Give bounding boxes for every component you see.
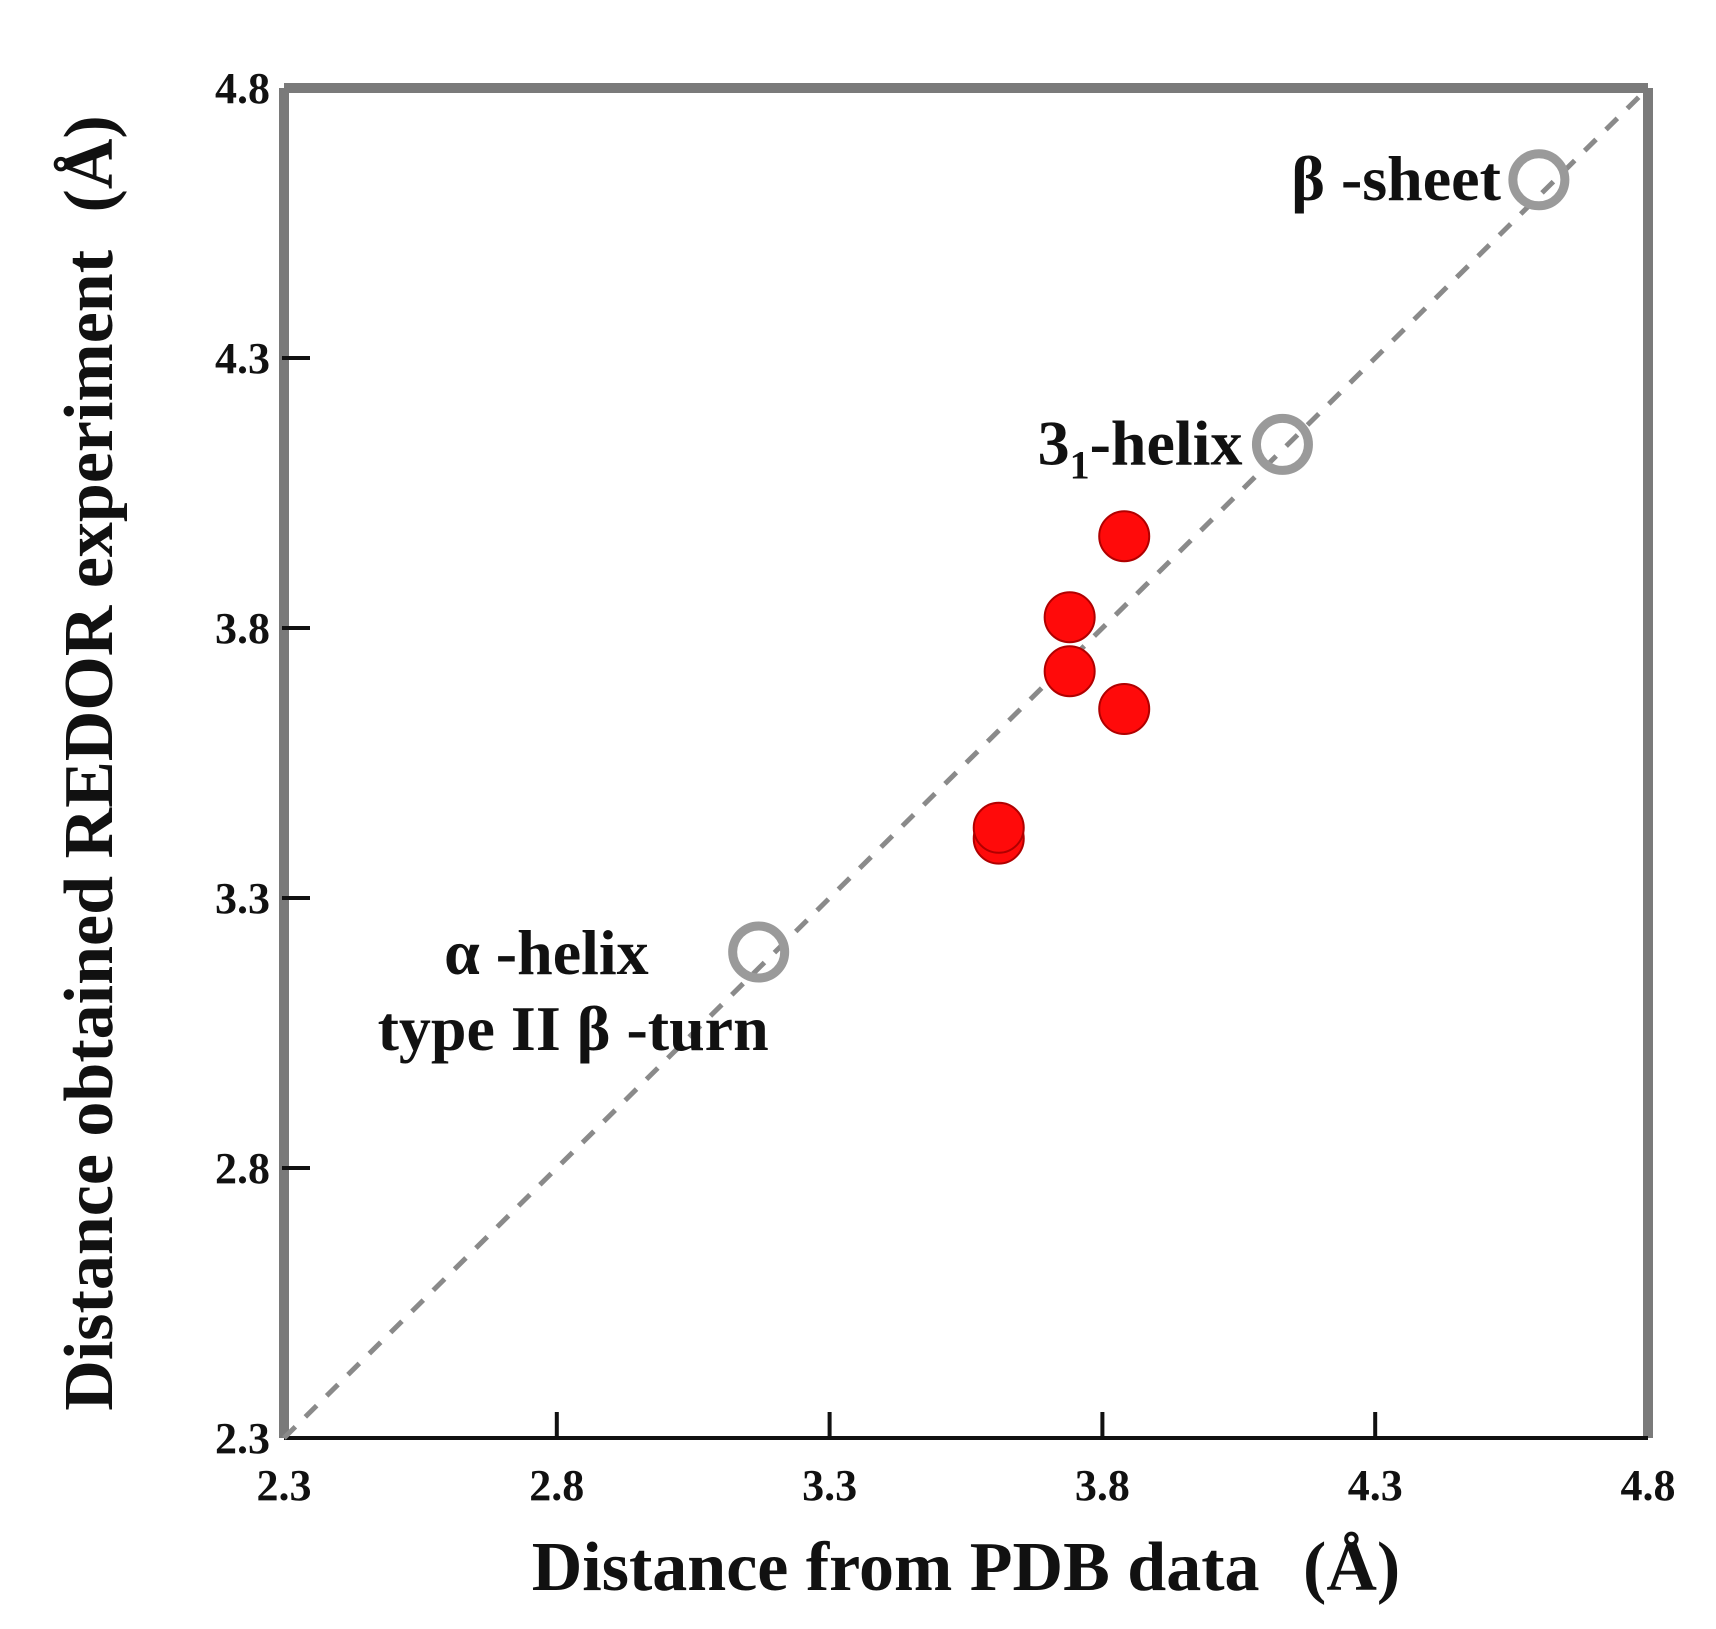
open-point-2 [1508, 149, 1570, 211]
y-tick-label-0: 2.3 [215, 1414, 270, 1463]
x-tick-label-2: 3.3 [802, 1461, 857, 1510]
y-axis-label-text: Distance obtained REDOR experiment [51, 250, 128, 1411]
x-tick-label-0: 2.3 [257, 1461, 312, 1510]
y-tick-label-3: 3.8 [215, 604, 270, 653]
axis-ticks: 2.3 2.8 3.3 3.8 4.3 4.8 2.3 2.8 3.3 3.8 4.3 4.8 [215, 64, 1676, 1510]
annotation-0-1: 31-helix [1038, 407, 1243, 487]
x-tick-label-4: 4.3 [1348, 1461, 1403, 1510]
y-tick-label-5: 4.8 [215, 64, 270, 113]
filled-point-2 [1043, 645, 1096, 698]
y-tick-label-1: 2.8 [215, 1144, 270, 1193]
open-point-0 [728, 921, 790, 983]
annotation-0-0-line2: type II β -turn [378, 993, 769, 1064]
filled-point-5 [972, 801, 1025, 854]
open-point-1 [1251, 413, 1313, 475]
filled-point-1 [1043, 591, 1096, 644]
data-points [728, 149, 1570, 983]
x-axis-label-text: Distance from PDB data [532, 1529, 1260, 1606]
y-axis-label: Distance obtained REDOR experiment (Å) [51, 115, 128, 1410]
reference-line-group [282, 86, 1650, 1440]
x-tick-label-1: 2.8 [529, 1461, 584, 1510]
x-axis-label: Distance from PDB data (Å) [532, 1529, 1400, 1606]
annotation-0-2: β -sheet [1291, 143, 1501, 214]
y-tick-label-4: 4.3 [215, 334, 270, 383]
y-axis-label-unit: (Å) [51, 115, 128, 212]
y-tick-label-2: 3.3 [215, 874, 270, 923]
reference-diagonal-line [282, 86, 1650, 1440]
filled-point-3 [1098, 683, 1151, 735]
x-tick-label-5: 4.8 [1621, 1461, 1676, 1510]
annotation-0-0-line1: α -helix [444, 917, 649, 988]
x-axis-label-unit: (Å) [1303, 1529, 1400, 1606]
filled-point-0 [1098, 510, 1151, 563]
x-tick-label-3: 3.8 [1075, 1461, 1130, 1510]
